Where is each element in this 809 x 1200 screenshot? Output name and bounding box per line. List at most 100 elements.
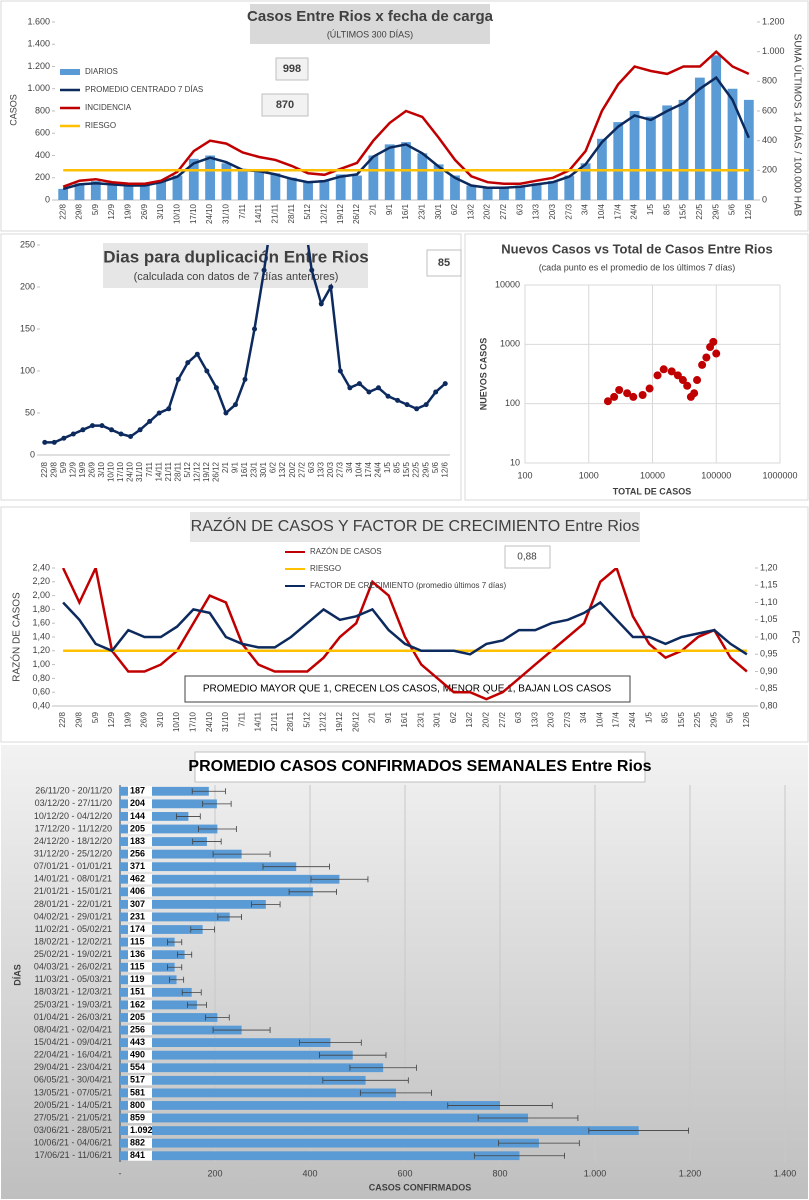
title-box — [250, 4, 490, 44]
value-label: 256 — [130, 1024, 145, 1034]
annotation: PROMEDIO MAYOR QUE 1, CRECEN LOS CASOS, … — [203, 684, 612, 695]
x-tick-label: - — [119, 1168, 122, 1178]
legend-label: FACTOR DE CRECIMIENTO (promedio últimos … — [310, 581, 507, 590]
point — [385, 393, 391, 399]
point — [223, 410, 229, 416]
value-label: 490 — [130, 1050, 145, 1060]
x-tick-label: 100000 — [701, 470, 731, 480]
x-tick-label: 1/5 — [646, 203, 655, 215]
error-bar — [202, 800, 232, 807]
x-tick-label: 20/3 — [547, 711, 556, 727]
x-tick-label: 22/5 — [693, 711, 702, 727]
y-tick-label: 03/12/20 - 27/11/20 — [35, 798, 112, 808]
x-tick-label: 10/10 — [173, 203, 182, 224]
value-label: 151 — [130, 987, 145, 997]
value-label: 183 — [130, 836, 145, 846]
x-tick-label: 12/12 — [319, 711, 328, 732]
x-tick-label: 3/10 — [97, 461, 106, 477]
bar — [450, 175, 460, 200]
bar — [662, 105, 673, 200]
x-tick-label: 1/5 — [383, 461, 392, 473]
y-tick-label: 29/04/21 - 23/04/21 — [34, 1062, 112, 1072]
y2-tick-label: 1,05 — [760, 614, 778, 624]
x-tick-label: 28/11 — [173, 461, 182, 481]
value-label: 115 — [130, 962, 145, 972]
bar — [156, 181, 167, 200]
bar — [120, 1000, 197, 1010]
point — [252, 326, 258, 332]
bar — [645, 116, 656, 200]
x-tick-label: 2/1 — [368, 711, 377, 723]
x-tick-label: 21/11 — [270, 711, 279, 731]
x-tick-label: 17/4 — [613, 203, 622, 219]
x-tick-label: 20/3 — [326, 461, 335, 477]
x-tick-label: 12/9 — [68, 461, 77, 477]
x-tick-label: 16/1 — [401, 203, 410, 219]
bar — [417, 153, 428, 200]
bar — [531, 183, 542, 200]
value-label-bg — [128, 924, 152, 935]
chart-title: RAZÓN DE CASOS Y FACTOR DE CRECIMIENTO E… — [191, 516, 640, 535]
value-label: 1.092 — [130, 1125, 153, 1135]
value-label: 371 — [130, 861, 145, 871]
bar — [120, 786, 209, 796]
point — [204, 368, 210, 374]
value-label-bg — [128, 911, 152, 922]
point — [673, 371, 682, 380]
x-tick-label: 28/11 — [287, 203, 296, 223]
annotation: 0,88 — [517, 552, 537, 563]
bar — [303, 181, 313, 200]
x-tick-label: 23/1 — [416, 711, 425, 727]
x-tick-label: 27/3 — [335, 461, 344, 477]
bar — [433, 164, 444, 200]
point — [610, 392, 619, 401]
point — [42, 439, 48, 445]
bar — [319, 179, 330, 200]
annotation: 998 — [283, 63, 301, 75]
bar — [482, 186, 493, 200]
value-label-bg — [128, 962, 152, 973]
x-tick-label: 20/3 — [548, 203, 557, 219]
x-tick-label: 31/10 — [221, 711, 230, 732]
y-tick-label: 10000 — [495, 279, 520, 289]
value-label-bg — [128, 836, 152, 847]
x-tick-label: 14/11 — [254, 711, 263, 731]
y-tick-label: 0,40 — [32, 700, 50, 710]
x-tick-label: 6/3 — [307, 461, 316, 473]
value-label-bg — [128, 1150, 152, 1161]
bar — [466, 185, 477, 200]
x-tick-label: 13/3 — [530, 711, 539, 727]
point — [99, 423, 105, 429]
y2-axis-label: SUMA ÚLTIMOS 14 DÍAS / 100.000 HAB — [791, 34, 804, 217]
error-bar — [217, 913, 242, 920]
bar — [727, 88, 738, 200]
x-tick-label: 23/1 — [250, 461, 259, 477]
bar — [678, 99, 689, 200]
y-tick-label: 21/01/21 - 15/01/21 — [34, 886, 112, 896]
point — [80, 427, 86, 433]
value-label: 307 — [130, 899, 145, 909]
bar — [120, 1038, 331, 1048]
x-tick-label: 30/1 — [433, 711, 442, 727]
value-label: 554 — [130, 1062, 145, 1072]
x-tick-label: 26/12 — [212, 461, 221, 482]
error-bar — [349, 1064, 417, 1071]
bar — [743, 99, 754, 200]
bar — [120, 1013, 218, 1022]
y-tick-label: 07/01/21 - 01/01/21 — [34, 861, 112, 871]
y-tick-label: 50 — [25, 407, 35, 417]
x-tick-label: 5/9 — [59, 461, 68, 473]
x-tick-label: 26/12 — [351, 711, 360, 732]
point — [702, 353, 711, 362]
bar — [120, 887, 313, 897]
x-tick-label: 27/3 — [564, 203, 573, 219]
x-tick-label: 30/1 — [259, 461, 268, 477]
point — [213, 385, 219, 391]
x-tick-label: 20/2 — [482, 711, 491, 727]
x-tick-label: 10/4 — [595, 711, 604, 727]
bar — [120, 1063, 384, 1073]
x-tick-label: 12/6 — [440, 461, 449, 477]
x-tick-label: 1/5 — [644, 711, 653, 723]
legend-label: INCIDENCIA — [85, 103, 132, 112]
y-tick-label: 14/01/21 - 08/01/21 — [34, 874, 112, 884]
